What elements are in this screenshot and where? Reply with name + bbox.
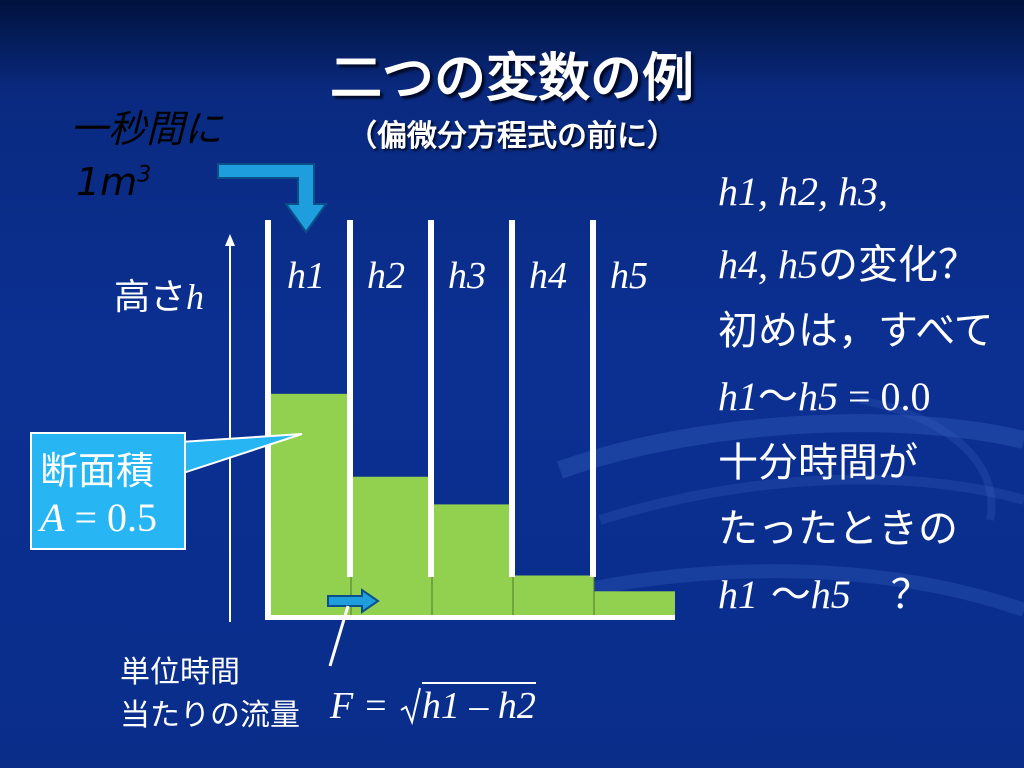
water-column-h3 [432, 504, 513, 615]
flow-label-line-1: 単位時間 [120, 655, 240, 690]
water-column-h1 [270, 393, 351, 615]
tube-wall [428, 220, 434, 577]
inflow-rate-value: 1m3 [76, 160, 152, 204]
tube-label-h4: h4 [529, 255, 567, 297]
tube-label-h2: h2 [367, 255, 405, 297]
flow-label-line-2: 当たりの流量 [120, 698, 300, 733]
flow-formula: F = h1 – h2 [330, 682, 536, 728]
question-line-2: h4, h5の変化？ [718, 242, 978, 288]
tube-wall [347, 220, 353, 577]
slide-subtitle: （偏微分方程式の前に） [347, 119, 677, 154]
slide-title: 二つの変数の例 [329, 49, 694, 109]
tube-label-h5: h5 [610, 255, 648, 297]
water-column-h5 [594, 591, 675, 615]
inflow-arrow-icon [217, 163, 328, 234]
height-axis [225, 234, 235, 622]
area-callout-formula: A = 0.5 [40, 495, 157, 540]
area-callout [30, 432, 186, 550]
height-label: 高さh [114, 277, 205, 318]
question-line-1: h1, h2, h3, [718, 169, 888, 214]
water-column-h4 [513, 575, 594, 615]
flow-arrow-icon [327, 588, 380, 614]
question-line-7: h1 ～h5 ？ [718, 572, 931, 618]
flow-pointer-line [328, 605, 350, 667]
sqrt-icon [400, 687, 421, 726]
tank-left-wall [265, 220, 271, 615]
question-line-5: 十分時間が [718, 440, 918, 486]
question-line-3: 初めは，すべて [718, 308, 994, 354]
question-line-6: たったときの [718, 506, 958, 552]
tube-wall [590, 220, 596, 577]
tube-label-h1: h1 [287, 255, 325, 297]
tank-bottom [265, 615, 675, 620]
callout-pointer [180, 433, 303, 476]
tube-wall [509, 220, 515, 577]
area-callout-title: 断面積 [40, 449, 155, 493]
tube-label-h3: h3 [448, 255, 486, 297]
question-line-4: h1～h5 = 0.0 [718, 374, 931, 420]
inflow-rate-label: 一秒間に [70, 107, 223, 151]
